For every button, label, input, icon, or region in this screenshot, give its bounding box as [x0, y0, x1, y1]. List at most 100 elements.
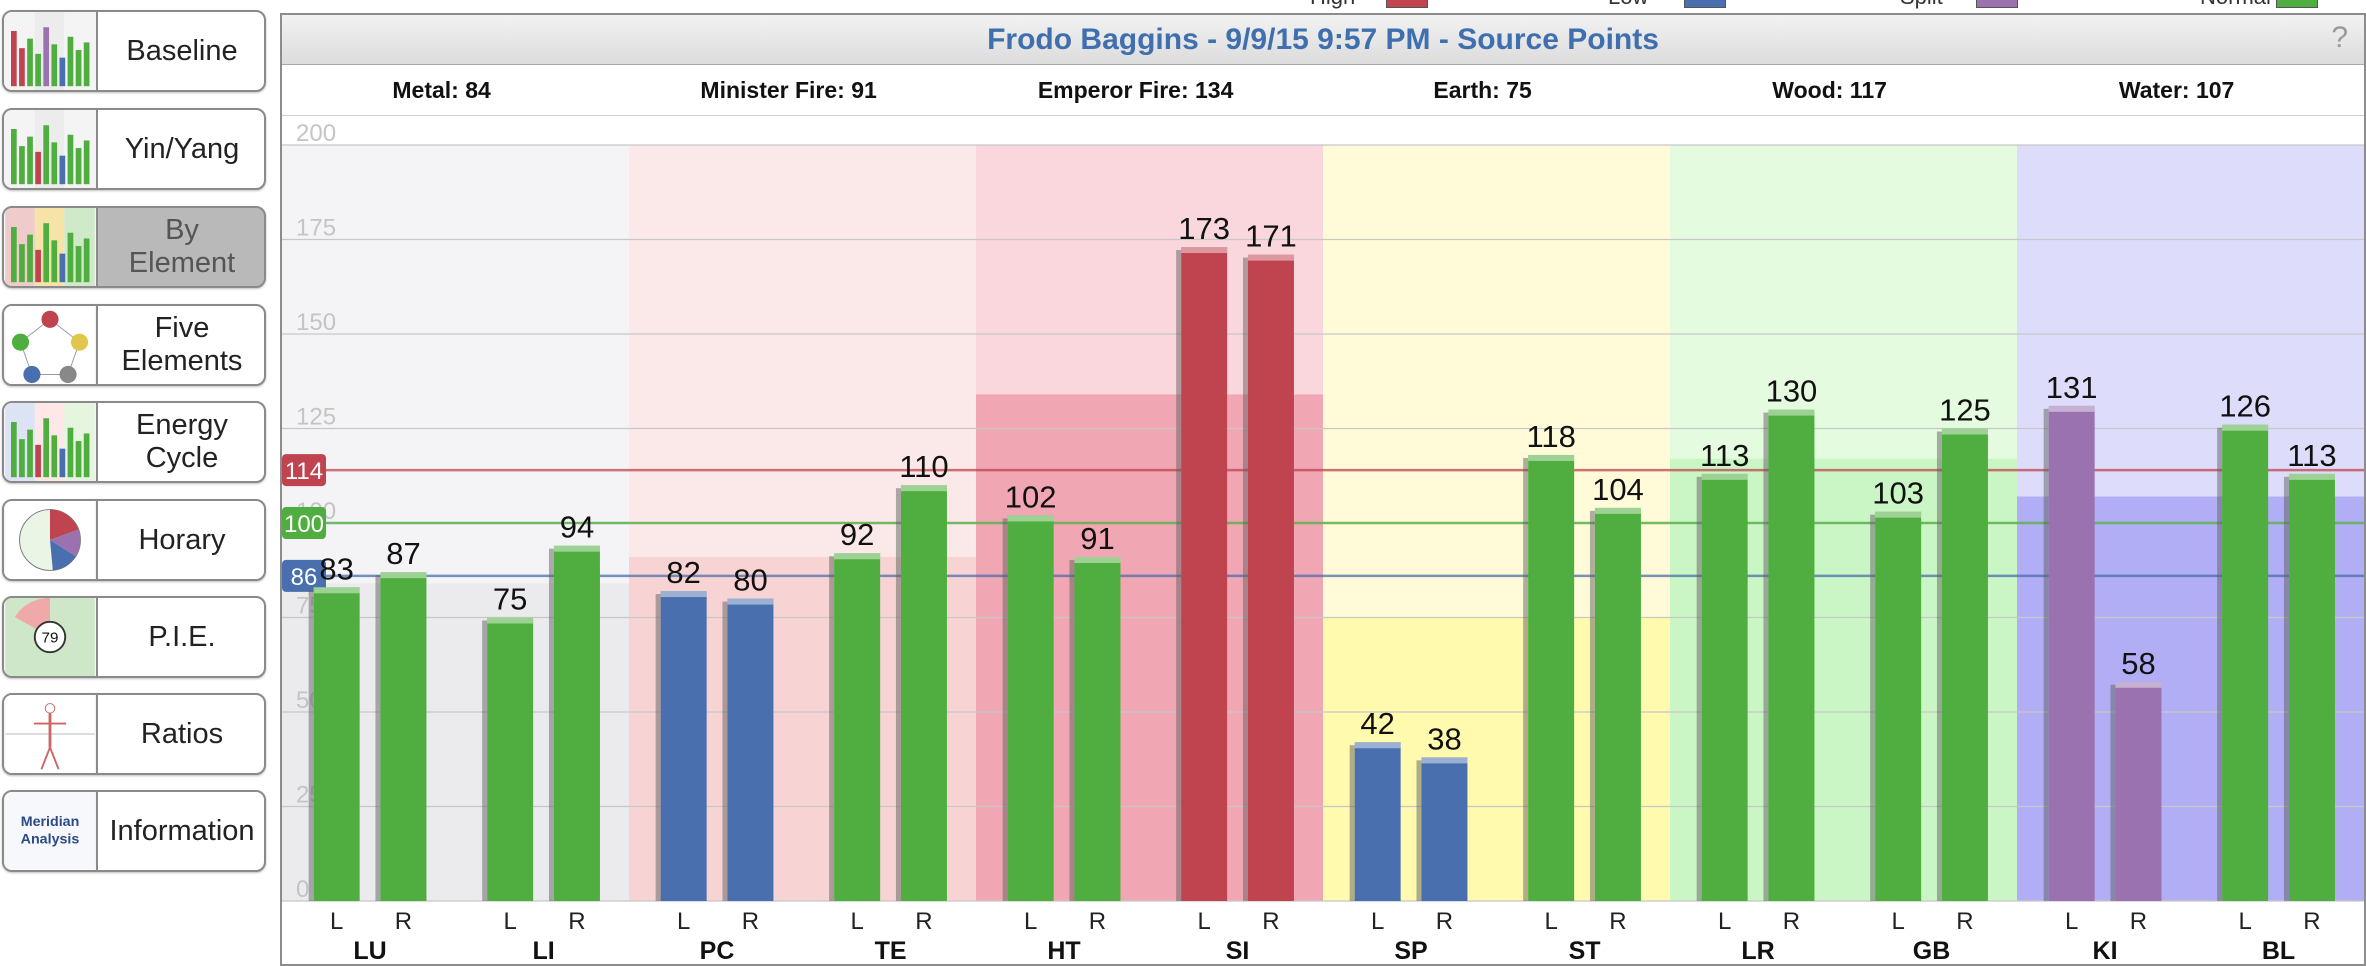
svg-text:79: 79 — [42, 630, 59, 647]
data-label: 94 — [560, 510, 594, 545]
horary-pie-icon — [4, 501, 98, 579]
data-label: 113 — [2287, 438, 2336, 473]
bar-shadow — [2283, 476, 2289, 901]
bar-ht-l — [1007, 515, 1054, 901]
nav-button-p-i-e[interactable]: 79 P.I.E. — [2, 596, 266, 678]
legend-swatch-high — [1386, 0, 1428, 8]
side-label: L — [2238, 908, 2251, 935]
bar-cap — [1007, 515, 1054, 522]
reference-value: 100 — [284, 511, 324, 538]
element-total-label: Water: 107 — [2118, 77, 2235, 103]
bar-cap — [2115, 681, 2162, 688]
chart-title: Frodo Baggins - 9/9/15 9:57 PM - Source … — [987, 22, 1659, 56]
bar-shadow — [1696, 476, 1702, 901]
nav-button-label: Yin/Yang — [124, 132, 240, 165]
nav-button-label: Energy Cycle — [136, 409, 228, 474]
nav-button-yin-yang[interactable]: Yin/Yang — [2, 108, 266, 190]
nav-button-ratios[interactable]: Ratios — [2, 693, 266, 775]
nav-button-five-elements[interactable]: Five Elements — [2, 304, 266, 386]
bar-shadow — [2043, 408, 2049, 901]
data-label: 173 — [1178, 211, 1230, 246]
bar-cap — [1594, 507, 1641, 514]
element-total-label: Minister Fire: 91 — [700, 77, 877, 103]
data-label: 80 — [733, 563, 767, 598]
legend-label: Normal — [2200, 0, 2271, 10]
y-tick-label: 150 — [296, 309, 336, 336]
element-chart-thumbnail-icon — [4, 208, 98, 286]
nav-button-energy-cycle[interactable]: Energy Cycle — [2, 401, 266, 483]
nav-button-by-element[interactable]: By Element — [2, 206, 266, 288]
bar-cap — [660, 591, 707, 598]
help-button[interactable]: ? — [2331, 21, 2348, 54]
nav-button-horary[interactable]: Horary — [2, 499, 266, 581]
data-label: 91 — [1080, 521, 1114, 556]
data-label: 113 — [1700, 438, 1749, 473]
nav-button-baseline[interactable]: Baseline — [2, 10, 266, 92]
element-total-label: Metal: 84 — [392, 77, 491, 103]
bar-cap — [834, 553, 881, 560]
data-label: 110 — [899, 449, 948, 484]
y-tick-label: 125 — [296, 404, 336, 431]
side-label: R — [1609, 908, 1626, 935]
meridian-label: ST — [1569, 937, 1601, 964]
data-label: 87 — [386, 536, 420, 571]
y-tick-label: 175 — [296, 215, 336, 242]
reference-tag — [282, 559, 326, 592]
legend-label: High — [1310, 0, 1355, 10]
y-tick-label: 0 — [296, 876, 309, 903]
side-label: R — [395, 908, 412, 935]
side-label: R — [2130, 908, 2147, 935]
data-label: 104 — [1592, 472, 1644, 507]
bar-gb-l — [1875, 511, 1922, 901]
data-label: 125 — [1939, 393, 1991, 428]
bar-cap — [1421, 757, 1468, 764]
data-label: 126 — [2219, 389, 2271, 424]
side-label: R — [1956, 908, 1973, 935]
bar-pc-l — [660, 591, 707, 901]
bar-shadow — [482, 620, 488, 901]
side-label: L — [1197, 908, 1210, 935]
nav-button-label: By Element — [128, 214, 236, 279]
bar-cap — [1768, 409, 1815, 416]
bar-shadow — [1002, 518, 1008, 901]
element-total-label: Wood: 117 — [1772, 77, 1887, 103]
bar-shadow — [722, 601, 728, 901]
side-label: R — [568, 908, 585, 935]
legend-swatch-split — [1976, 0, 2018, 8]
data-label: 171 — [1245, 219, 1297, 254]
bar-shadow — [1176, 250, 1182, 901]
bar-shadow — [375, 575, 381, 901]
bar-cap — [380, 572, 427, 579]
side-label: L — [503, 908, 516, 935]
bar-ki-l — [2048, 405, 2095, 901]
side-label: L — [1544, 908, 1557, 935]
element-total-label: Earth: 75 — [1433, 77, 1532, 103]
bar-gb-r — [1941, 428, 1988, 901]
data-label: 42 — [1360, 706, 1394, 741]
bar-li-l — [487, 617, 534, 901]
bar-ht-r — [1074, 557, 1121, 901]
meridian-label: PC — [700, 937, 735, 964]
side-label: L — [1024, 908, 1037, 935]
data-label: 131 — [2046, 370, 2098, 405]
bar-shadow — [1589, 510, 1595, 901]
bar-shadow — [1069, 560, 1075, 901]
legend-swatch-low — [1684, 0, 1726, 8]
bar-cap — [1354, 742, 1401, 749]
bar-shadow — [1763, 412, 1769, 901]
body-ratios-icon — [4, 695, 98, 773]
bar-cap — [1875, 511, 1922, 518]
nav-button-information[interactable]: Meridian Analysis Information — [2, 790, 266, 872]
nav-button-label: Baseline — [126, 34, 238, 67]
five-elements-diagram-icon — [4, 306, 98, 384]
bar-cap — [900, 485, 947, 492]
data-label: 118 — [1526, 419, 1575, 454]
bar-cap — [1074, 557, 1121, 564]
bar-shadow — [2217, 427, 2223, 901]
meridian-label: TE — [875, 937, 907, 964]
bar-sp-r — [1421, 757, 1468, 901]
reference-tag — [282, 507, 326, 539]
data-label: 75 — [493, 582, 527, 617]
data-label: 38 — [1427, 721, 1461, 756]
element-total-label: Emperor Fire: 134 — [1037, 77, 1234, 103]
